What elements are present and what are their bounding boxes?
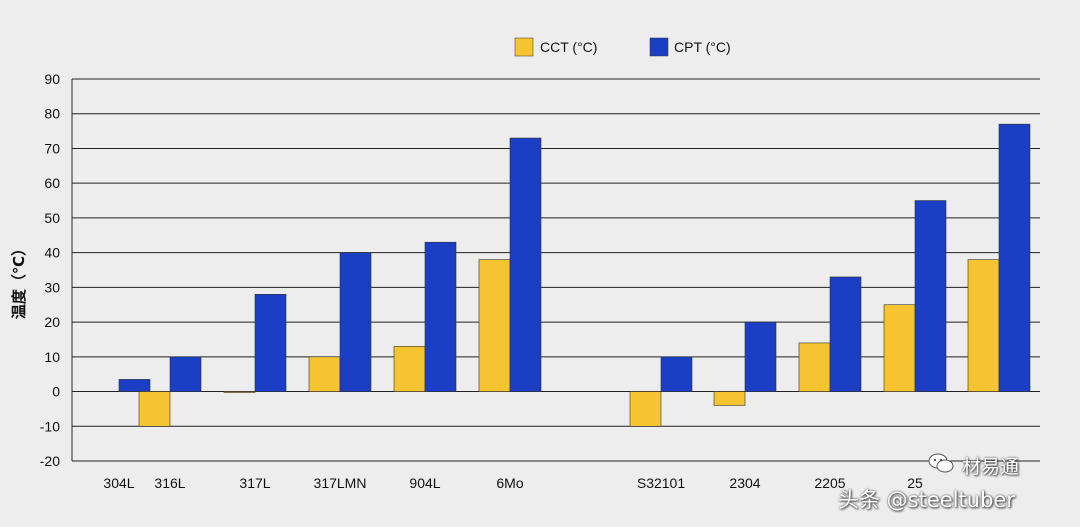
bar-cct [223, 391, 256, 393]
bar-cct [967, 259, 1000, 392]
y-tick-label: 0 [52, 384, 60, 400]
bar-cpt [509, 137, 542, 392]
bar-cpt [660, 356, 693, 392]
bar-cct [138, 391, 171, 427]
x-tick-label: 2304 [729, 475, 760, 491]
x-tick-label: 904L [409, 475, 440, 491]
bar-cct [393, 346, 426, 392]
legend: CCT (°C) CPT (°C) [514, 37, 731, 57]
watermark-text: 头条 @steeltuber [838, 488, 1015, 512]
y-tick-label: 90 [44, 71, 60, 87]
bars [118, 123, 1031, 427]
y-tick-label: 20 [44, 314, 60, 330]
y-tick-label: -10 [40, 418, 60, 434]
bar-cct [308, 356, 341, 392]
bar-cct [629, 391, 662, 427]
bar-cpt [744, 321, 777, 392]
bar-cpt [169, 356, 202, 392]
y-tick-label: -20 [40, 453, 60, 469]
bar-cpt [424, 241, 457, 392]
y-tick-label: 50 [44, 210, 60, 226]
watermark-logo-text: 材易通 [962, 456, 1020, 478]
y-tick-label: 10 [44, 349, 60, 365]
wechat-icon [928, 453, 954, 473]
y-axis-label: 温度（℃） [10, 241, 28, 319]
bar-cpt [998, 123, 1031, 392]
x-tick-label: S32101 [637, 475, 685, 491]
bar-cct [798, 342, 831, 392]
x-tick-label: 317LMN [314, 475, 367, 491]
bar-cct [478, 259, 511, 392]
bar-cct [883, 304, 916, 392]
bar-cct [713, 391, 746, 406]
x-tick-label: 316L [154, 475, 185, 491]
y-tick-label: 70 [44, 140, 60, 156]
y-tick-label: 40 [44, 245, 60, 261]
bar-cpt [254, 294, 287, 392]
legend-label-cpt: CPT (°C) [674, 39, 731, 55]
x-tick-label: 304L [103, 475, 134, 491]
y-axis-ticks: -20 -10 0 10 20 30 40 50 60 70 80 90 [40, 71, 60, 469]
grid [71, 78, 1040, 462]
x-tick-label: 6Mo [496, 475, 523, 491]
bar-cpt [118, 379, 151, 392]
y-tick-label: 30 [44, 279, 60, 295]
y-tick-label: 80 [44, 106, 60, 122]
y-tick-label: 60 [44, 175, 60, 191]
x-tick-label: 2205 [814, 475, 845, 491]
legend-swatch-cct [514, 37, 534, 57]
bar-cpt [829, 276, 862, 392]
x-tick-label: 25 [907, 475, 923, 491]
x-axis-ticks: 304L 316L 317L 317LMN 904L 6Mo S32101 2304 2205 2… [103, 475, 923, 491]
bar-cpt [339, 252, 372, 392]
x-tick-label: 317L [239, 475, 270, 491]
legend-label-cct: CCT (°C) [540, 39, 597, 55]
bar-cpt [914, 200, 947, 392]
legend-swatch-cpt [649, 37, 669, 57]
